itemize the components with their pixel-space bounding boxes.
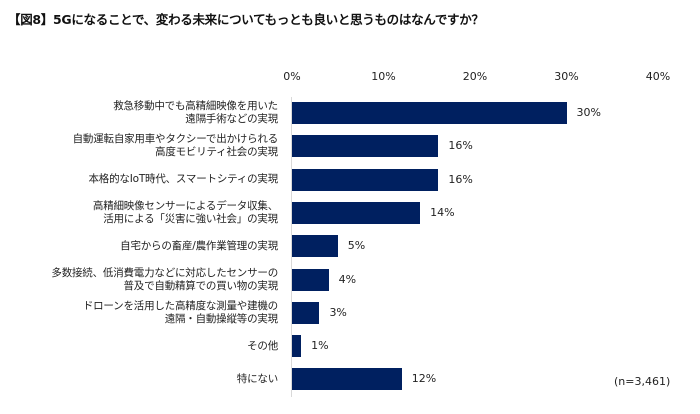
sample-size-note: (n=3,461) bbox=[614, 375, 671, 388]
bar bbox=[292, 368, 402, 391]
bar-value-label: 12% bbox=[411, 372, 437, 386]
bar bbox=[292, 335, 302, 358]
x-tick-label: 0% bbox=[283, 70, 301, 83]
chart-title: 【図8】5Gになることで、変わる未来についてもっとも良いと思うものはなんですか？ bbox=[8, 12, 484, 27]
category-label-line: 自動運転自家用車やタクシーで出かけられる bbox=[72, 133, 279, 146]
bar bbox=[292, 301, 320, 324]
category-label-line: 自宅からの畜産/農作業管理の実現 bbox=[120, 239, 278, 252]
category-label-line: 遠隔手術などの実現 bbox=[185, 113, 278, 125]
bar bbox=[292, 168, 439, 191]
category-label-line: 遠隔・自動操縦等の実現 bbox=[164, 312, 279, 325]
category-label: 多数接続、低消費電力などに対応したセンサーの 普及で自動精算での買い物の実現 bbox=[51, 267, 278, 293]
bar bbox=[292, 268, 329, 291]
bar-value-label: 5% bbox=[347, 239, 366, 253]
category-label-line: 特にない bbox=[236, 372, 278, 385]
bar bbox=[292, 235, 338, 258]
x-tick-label: 40% bbox=[645, 70, 671, 83]
bar-value-label: 3% bbox=[329, 305, 347, 319]
category-label-line: 本格的なIoT時代、スマートシティの実現 bbox=[88, 173, 279, 186]
category-label: 本格的なIoT時代、スマートシティの実現 bbox=[89, 173, 279, 186]
category-label: 特にない bbox=[237, 373, 278, 386]
category-label: 自動運転自家用車やタクシーで出かけられる 高度モビリティ社会の実現 bbox=[72, 133, 279, 159]
bar-value-label: 16% bbox=[448, 172, 473, 186]
bar-value-label: 4% bbox=[338, 272, 357, 286]
bar-value-label: 30% bbox=[576, 106, 601, 119]
bar-value-label: 16% bbox=[448, 139, 473, 153]
category-label-line: 多数接続、低消費電力などに対応したセンサーの bbox=[51, 266, 278, 279]
category-label: 高精細映像センサーによるデータ収集、 活用による「災害に強い社会」の実現 bbox=[93, 200, 278, 226]
category-label-line: 高精細映像センサーによるデータ収集、 bbox=[92, 199, 278, 212]
category-label: その他 bbox=[247, 340, 278, 353]
x-tick-label: 20% bbox=[462, 70, 488, 83]
category-label-line: 救急移動中でも高精細映像を用いた bbox=[113, 100, 278, 112]
category-label-line: ドローンを活用した高精度な測量や建機の bbox=[82, 299, 278, 312]
bar bbox=[292, 135, 439, 158]
category-label-line: 普及で自動精算での買い物の実現 bbox=[123, 279, 279, 292]
x-tick-label: 30% bbox=[554, 70, 579, 83]
bar-value-label: 1% bbox=[311, 339, 329, 353]
category-label-line: 高度モビリティ社会の実現 bbox=[155, 146, 278, 159]
category-label-line: 活用による「災害に強い社会」の実現 bbox=[103, 212, 278, 225]
category-label: 救急移動中でも高精細映像を用いた 遠隔手術などの実現 bbox=[113, 100, 278, 126]
bar bbox=[292, 201, 421, 224]
category-label-line: その他 bbox=[247, 339, 278, 352]
category-label: 自宅からの畜産/農作業管理の実現 bbox=[120, 240, 278, 253]
bar bbox=[292, 102, 567, 124]
x-tick-label: 10% bbox=[371, 70, 396, 83]
category-label: ドローンを活用した高精度な測量や建機の 遠隔・自動操縦等の実現 bbox=[83, 300, 278, 326]
y-axis-line bbox=[291, 97, 292, 397]
bar-value-label: 14% bbox=[430, 205, 455, 219]
